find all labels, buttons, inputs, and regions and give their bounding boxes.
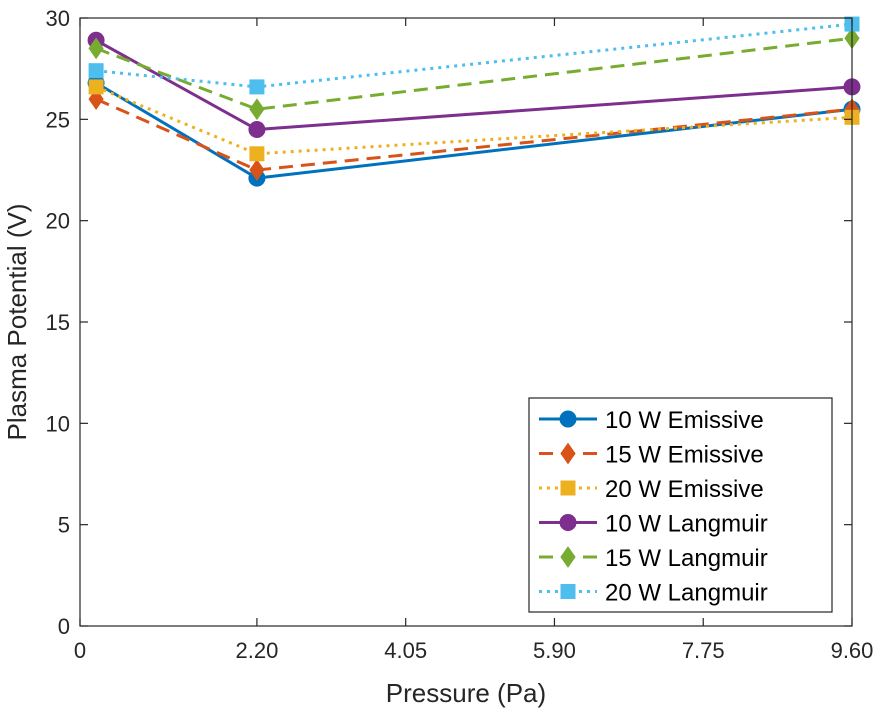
- y-tick-label: 20: [46, 209, 70, 234]
- tick-layer: 0 2.20 4.05 5.90 7.75 9.60 0 5 10 15 20 25 30: [46, 6, 874, 663]
- y-tick-label: 5: [58, 513, 70, 538]
- data-point: [88, 79, 104, 95]
- legend-box: [528, 397, 833, 613]
- series-line: [95, 36, 853, 111]
- x-tick-label: 2.20: [236, 638, 279, 663]
- legend-marker: [560, 480, 576, 496]
- series-layer: [87, 16, 861, 187]
- y-tick-label: 15: [46, 310, 70, 335]
- data-point: [88, 37, 104, 60]
- y-tick-label: 0: [58, 614, 70, 639]
- data-point: [249, 98, 265, 121]
- series-line: [95, 97, 853, 172]
- x-tick-label: 9.60: [831, 638, 874, 663]
- x-tick-label: 7.75: [682, 638, 725, 663]
- x-tick-label: 0: [74, 638, 86, 663]
- data-point: [249, 159, 265, 181]
- y-tick-label: 30: [46, 6, 70, 31]
- legend-label: 20 W Emissive: [605, 476, 764, 503]
- x-tick-label: 4.05: [384, 638, 427, 663]
- series-line: [95, 85, 853, 156]
- y-tick-label: 10: [46, 411, 70, 436]
- data-point: [249, 146, 265, 162]
- legend: 10 W Emissive 15 W Emissive 20 W Emissive 1…: [528, 397, 833, 613]
- legend-marker: [559, 410, 577, 428]
- data-point: [248, 120, 266, 138]
- x-tick-label: 5.90: [533, 638, 576, 663]
- legend-marker: [560, 584, 576, 599]
- legend-label: 10 W Emissive: [605, 407, 764, 434]
- legend-label: 15 W Langmuir: [605, 545, 768, 572]
- legend-label: 20 W Langmuir: [605, 580, 768, 607]
- x-axis-label: Pressure (Pa): [386, 678, 546, 708]
- legend-label: 10 W Langmuir: [605, 511, 768, 538]
- legend-marker: [559, 514, 577, 531]
- legend-marker: [560, 546, 576, 568]
- y-axis-label: Plasma Potential (V): [2, 204, 32, 441]
- legend-marker: [560, 442, 576, 465]
- legend-label: 15 W Emissive: [605, 442, 764, 469]
- data-point: [249, 79, 265, 95]
- y-tick-label: 25: [46, 107, 70, 132]
- data-point: [88, 63, 104, 79]
